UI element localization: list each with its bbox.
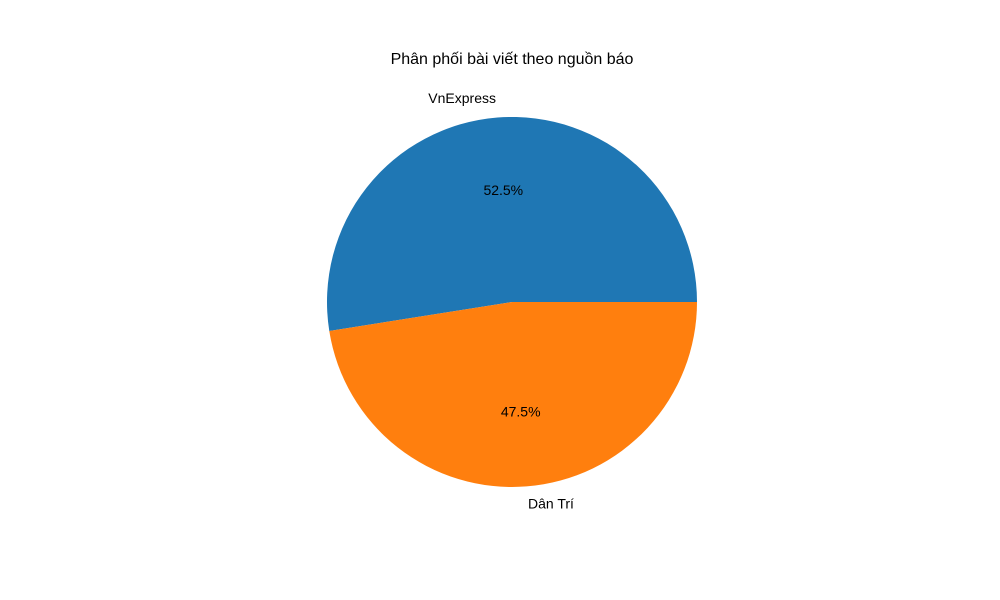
pie-slices — [327, 116, 697, 487]
chart-title: Phân phối bài viết theo nguồn báo — [391, 51, 634, 68]
slice-percent-label: 52.5% — [483, 182, 523, 198]
slice-percent-label: 47.5% — [501, 403, 541, 419]
slice-category-label: VnExpress — [428, 90, 496, 106]
pie-slice-1 — [327, 116, 697, 331]
pie-slice-2 — [329, 302, 697, 487]
pie-labels: VnExpress 52.5% Dân Trí 47.5% — [428, 90, 574, 512]
slice-category-label: Dân Trí — [528, 496, 574, 512]
